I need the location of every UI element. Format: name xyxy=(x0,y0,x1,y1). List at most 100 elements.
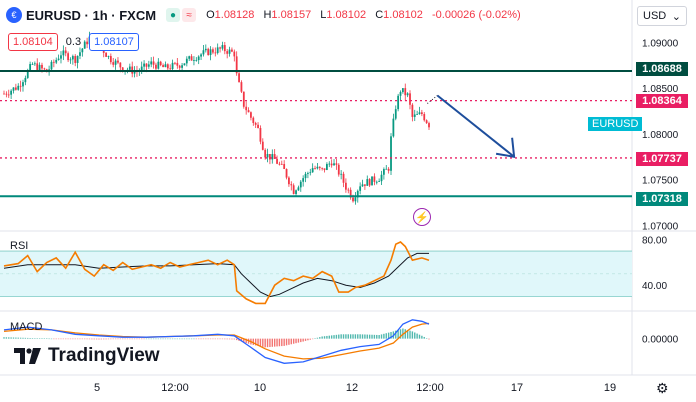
candle-body xyxy=(271,154,274,160)
macd-hist-bar xyxy=(288,338,290,345)
lightning-icon[interactable]: ⚡ xyxy=(413,208,431,226)
candle-body xyxy=(145,63,148,67)
ohlc-readout: O1.08128 H1.08157 L1.08102 C1.08102 -0.0… xyxy=(206,9,527,21)
time-tick-label: 12:00 xyxy=(416,382,444,394)
level-label-4: 1.07318 xyxy=(636,192,688,206)
macd-hist-bar xyxy=(376,334,378,339)
candle-body xyxy=(425,120,428,124)
candle-body xyxy=(74,56,77,63)
candle-body xyxy=(5,93,8,95)
candle-body xyxy=(60,55,62,59)
candle-body xyxy=(181,65,183,68)
candle-body xyxy=(38,64,41,71)
macd-hist-bar xyxy=(174,338,176,340)
candle-body xyxy=(257,124,259,129)
macd-hist-bar xyxy=(235,338,238,341)
macd-hist-bar xyxy=(371,334,373,339)
candle-body xyxy=(152,61,155,65)
candle-body xyxy=(328,163,331,165)
macd-hist-bar xyxy=(93,338,95,340)
candle-body xyxy=(69,59,72,61)
macd-hist-bar xyxy=(136,338,138,340)
macd-pane-label[interactable]: MACD xyxy=(10,321,43,333)
gear-icon[interactable]: ⚙ xyxy=(656,380,669,396)
low-label: L xyxy=(320,9,327,21)
candle-body xyxy=(382,169,385,175)
candle-body xyxy=(314,168,316,169)
macd-hist-bar xyxy=(226,338,228,340)
time-tick-label: 10 xyxy=(254,382,266,394)
candle-body xyxy=(261,141,264,150)
macd-hist-bar xyxy=(181,338,183,340)
price-tick-label: 1.07500 xyxy=(642,176,679,187)
macd-hist-bar xyxy=(328,335,330,339)
tradingview-logo[interactable]: TradingView xyxy=(14,345,160,367)
candle-body xyxy=(31,64,34,65)
symbol-title[interactable]: EURUSD · 1h · FXCM xyxy=(26,8,156,23)
candle-body xyxy=(240,82,243,92)
macd-hist-bar xyxy=(160,338,162,340)
candle-body xyxy=(330,163,333,166)
candle-body xyxy=(335,163,338,165)
time-tick-label: 5 xyxy=(94,382,100,394)
macd-hist-bar xyxy=(157,338,160,340)
candle-body xyxy=(24,77,27,83)
rsi-pane-label[interactable]: RSI xyxy=(10,240,29,252)
candle-body xyxy=(43,68,46,70)
macd-hist-bar xyxy=(171,338,174,340)
candle-body xyxy=(302,178,305,182)
sell-button[interactable]: 1.08104 xyxy=(8,33,58,51)
macd-hist-bar xyxy=(326,335,328,339)
macd-hist-bar xyxy=(245,338,247,343)
candle-body xyxy=(112,62,115,65)
low-value: 1.08102 xyxy=(326,9,367,21)
interval[interactable]: 1h xyxy=(92,7,108,23)
macd-hist-bar xyxy=(243,338,245,343)
macd-hist-bar xyxy=(409,330,411,339)
close-label: C xyxy=(375,9,384,21)
candle-body xyxy=(36,63,39,71)
candle-body xyxy=(107,56,110,57)
macd-hist-bar xyxy=(285,338,288,346)
candle-body xyxy=(299,181,302,188)
macd-hist-bar xyxy=(36,338,38,339)
separator-1: · xyxy=(84,7,93,23)
candle-body xyxy=(288,177,290,185)
macd-hist-bar xyxy=(188,338,190,340)
candle-body xyxy=(397,95,400,110)
macd-hist-bar xyxy=(27,337,29,339)
macd-hist-bar xyxy=(193,338,195,340)
candle-body xyxy=(295,190,297,194)
currency-select[interactable]: USD ⌄ xyxy=(637,6,687,26)
macd-hist-bar xyxy=(53,338,55,340)
buy-button[interactable]: 1.08107 xyxy=(89,33,139,51)
macd-hist-bar xyxy=(72,338,74,340)
projection-arrowhead xyxy=(495,137,516,158)
wave-icon[interactable]: ≈ xyxy=(182,8,197,22)
candle-body xyxy=(71,56,74,60)
macd-hist-bar xyxy=(257,338,259,346)
macd-hist-bar xyxy=(421,335,423,339)
macd-hist-bar xyxy=(81,338,84,340)
macd-hist-bar xyxy=(207,338,209,340)
macd-hist-bar xyxy=(205,338,207,340)
macd-hist-bar xyxy=(231,338,233,340)
candle-body xyxy=(169,68,172,70)
candle-body xyxy=(326,164,328,170)
macd-hist-bar xyxy=(34,338,36,339)
market-open-icon[interactable]: ● xyxy=(166,8,181,22)
candle-body xyxy=(133,71,136,74)
macd-hist-bar xyxy=(273,338,276,347)
macd-hist-bar xyxy=(385,333,387,339)
macd-hist-bar xyxy=(221,338,224,340)
candle-body xyxy=(380,174,383,182)
source: FXCM xyxy=(119,7,157,23)
macd-hist-bar xyxy=(5,337,8,339)
macd-hist-bar xyxy=(164,338,167,340)
macd-hist-bar xyxy=(55,338,57,340)
macd-hist-bar xyxy=(88,338,91,340)
macd-hist-bar xyxy=(323,336,326,339)
macd-hist-bar xyxy=(397,329,399,339)
price-tick-label: 1.09000 xyxy=(642,38,679,49)
